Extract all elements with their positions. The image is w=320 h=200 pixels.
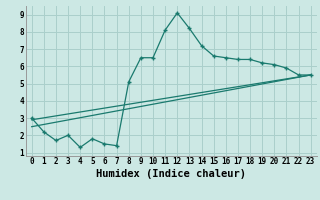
X-axis label: Humidex (Indice chaleur): Humidex (Indice chaleur) xyxy=(96,169,246,179)
